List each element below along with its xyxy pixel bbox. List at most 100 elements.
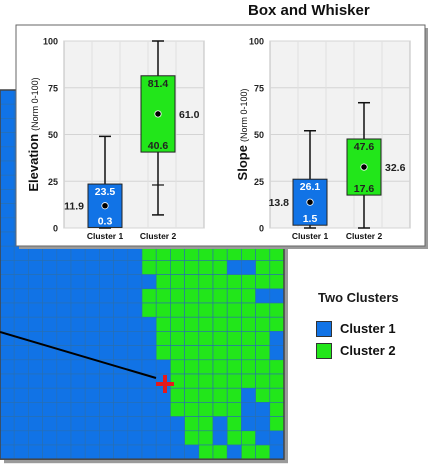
map-cell [170, 316, 185, 332]
map-cell [0, 373, 15, 389]
map-cell [0, 359, 15, 375]
map-cell [198, 260, 214, 275]
map-cell [212, 373, 228, 389]
y-tick-label: 75 [48, 83, 58, 93]
map-cell [113, 345, 129, 361]
map-cell [99, 302, 114, 318]
map-cell [56, 331, 72, 346]
map-cell [226, 387, 242, 403]
map-cell [155, 274, 171, 290]
map-cell [42, 359, 58, 375]
pointer-line [0, 331, 157, 379]
map-cell [113, 416, 129, 432]
map-cell [13, 316, 29, 332]
map-cell [155, 430, 171, 446]
map-cell [70, 416, 86, 432]
map-cell [56, 359, 72, 375]
map-cell [255, 288, 271, 304]
map-cell [198, 288, 214, 304]
map-cell [255, 316, 271, 332]
q3-label: 23.5 [95, 186, 116, 198]
q3-label: 81.4 [148, 78, 169, 90]
map-cell [13, 359, 29, 375]
map-cell [127, 430, 143, 446]
map-cell [226, 430, 242, 446]
map-cell [99, 316, 114, 332]
map-cell [0, 402, 15, 417]
map-cell [56, 430, 72, 446]
map-cell [42, 302, 58, 318]
map-cell [127, 373, 143, 389]
map-cell [198, 373, 214, 389]
map-cell [70, 387, 86, 403]
map-cell [0, 416, 15, 432]
map-cell [84, 331, 100, 346]
map-cell [198, 316, 214, 332]
box-1: 23.5 0.3 11.9 [64, 135, 123, 229]
map-cell [170, 444, 185, 460]
map-cell [84, 359, 100, 375]
map-cell [170, 359, 185, 375]
map-cell [13, 444, 29, 460]
map-cell [0, 387, 15, 403]
box-1: 26.1 1.5 13.8 [269, 130, 328, 229]
map-cell [269, 387, 285, 403]
map-cell [0, 103, 15, 119]
map-cell [56, 444, 72, 460]
map-cell [155, 288, 171, 304]
y-axis-label: Slope(Norm 0-100) [235, 89, 250, 181]
map-cell [255, 260, 271, 275]
map-cell [56, 402, 72, 417]
y-tick-label: 100 [43, 37, 58, 47]
map-cell [42, 444, 58, 460]
box-plot-2: 0 25 50 75 100 Slope(Norm 0-100) Cluster 1 Clus… [235, 37, 411, 241]
map-cell [141, 402, 157, 417]
map-cell [84, 302, 100, 318]
y-tick-label: 0 [259, 224, 264, 234]
q1-label: 1.5 [303, 213, 318, 225]
map-cell [212, 302, 228, 318]
map-cell [42, 387, 58, 403]
map-cell [170, 416, 185, 432]
map-cell [241, 331, 256, 346]
map-cell [184, 359, 200, 375]
map-cell [99, 444, 114, 460]
map-cell [184, 302, 200, 318]
map-cell [141, 345, 157, 361]
x-tick-label: Cluster 1 [292, 231, 329, 241]
map-cell [28, 316, 43, 332]
map-cell [84, 260, 100, 275]
y-tick-label: 50 [48, 130, 58, 140]
map-cell [84, 288, 100, 304]
mean-point [154, 110, 162, 118]
mean-point [101, 202, 109, 210]
mean-label: 13.8 [269, 197, 290, 209]
map-cell [212, 260, 228, 275]
map-cell [56, 302, 72, 318]
map-cell [13, 345, 29, 361]
map-cell [269, 260, 285, 275]
map-cell [226, 444, 242, 460]
map-cell [241, 416, 256, 432]
map-cell [127, 302, 143, 318]
map-cell [113, 260, 129, 275]
map-cell [255, 387, 271, 403]
map-cell [241, 387, 256, 403]
map-cell [141, 288, 157, 304]
map-cell [56, 316, 72, 332]
map-cell [70, 359, 86, 375]
x-tick-label: Cluster 1 [87, 231, 124, 241]
map-cell [13, 302, 29, 318]
map-cell [70, 373, 86, 389]
y-tick-label: 75 [254, 83, 264, 93]
map-cell [155, 359, 171, 375]
map-cell [0, 89, 15, 105]
map-cell [13, 387, 29, 403]
map-cell [269, 402, 285, 417]
map-cell [0, 231, 15, 247]
map-cell [113, 387, 129, 403]
map-cell [170, 402, 185, 417]
map-cell [113, 373, 129, 389]
q1-label: 40.6 [148, 140, 169, 152]
map-cell [170, 387, 185, 403]
